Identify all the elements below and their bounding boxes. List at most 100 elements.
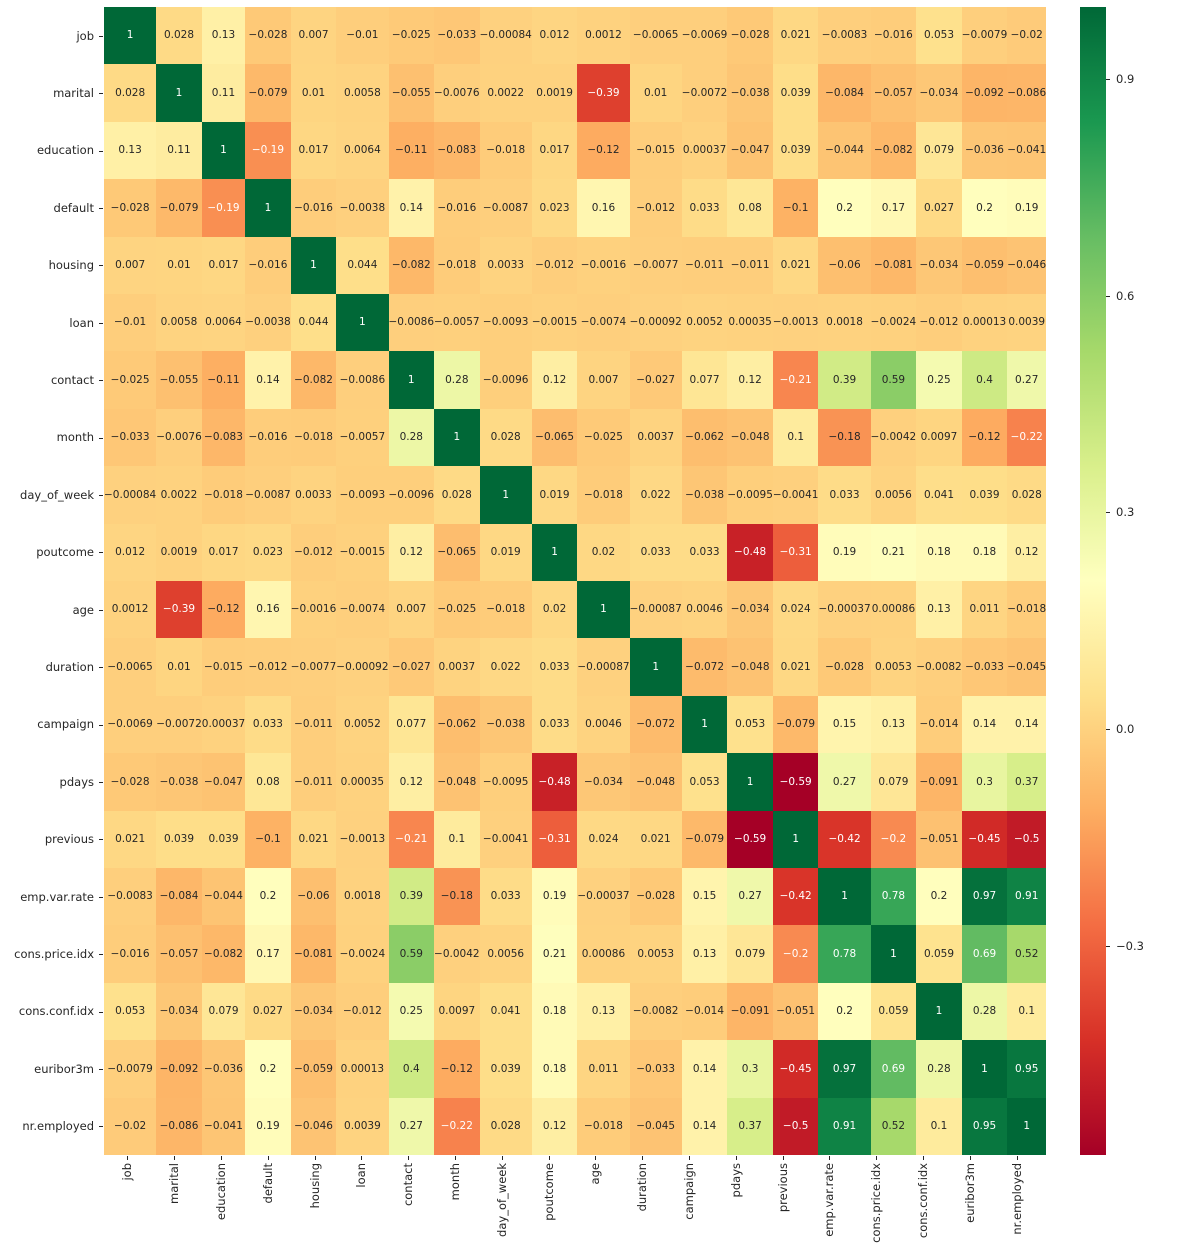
heatmap-cell: 0.059	[870, 982, 917, 1041]
heatmap-cell: −0.0013	[336, 810, 389, 868]
heatmap-cell: −0.038	[681, 466, 728, 524]
x-tick-label: pdays	[728, 1163, 743, 1198]
heatmap-cell: 0.0053	[870, 638, 917, 696]
heatmap-cell: −0.016	[245, 236, 291, 294]
heatmap-cell: −0.18	[818, 408, 871, 467]
heatmap-cell: 0.91	[1007, 868, 1047, 926]
heatmap-cell: −0.051	[772, 982, 819, 1041]
heatmap-cell: −0.0074	[577, 294, 630, 352]
heatmap-cell: 1	[336, 294, 389, 352]
heatmap-cell: −0.025	[434, 581, 480, 639]
heatmap-cell: −0.045	[629, 1097, 682, 1155]
colorbar-tick-label: 0.3	[1116, 505, 1135, 520]
heatmap-cell: 1	[104, 7, 157, 65]
y-tick-mark	[99, 609, 103, 611]
heatmap-cell: −0.091	[727, 982, 773, 1041]
colorbar-tick-label: 0.9	[1116, 72, 1135, 87]
heatmap-cell: 0.52	[1007, 925, 1047, 983]
heatmap-cell: −0.0095	[479, 753, 532, 811]
y-tick-mark	[99, 322, 103, 324]
x-tick-mark	[548, 1156, 550, 1160]
heatmap-cell: 0.78	[818, 925, 871, 983]
heatmap-cell: 0.02	[577, 523, 630, 581]
colorbar-tick-label: −0.3	[1116, 938, 1144, 953]
y-tick-mark	[99, 896, 103, 898]
heatmap-cell: −0.0072	[681, 64, 728, 122]
heatmap-cell: −0.034	[916, 64, 962, 122]
heatmap-cell: −0.033	[961, 638, 1008, 696]
colorbar-tick-label: 0.0	[1116, 722, 1135, 736]
heatmap-cell: 0.023	[531, 179, 578, 237]
heatmap-cell: 0.08	[245, 753, 291, 811]
heatmap-cell: −0.0038	[336, 179, 389, 237]
heatmap-cell: −0.00084	[479, 7, 532, 65]
heatmap-cell: 0.12	[727, 351, 773, 409]
heatmap-cell: 0.00086	[870, 581, 917, 639]
heatmap-cell: −0.044	[201, 868, 246, 926]
heatmap-cell: −0.028	[727, 7, 773, 65]
heatmap-cell: 0.01	[629, 64, 682, 122]
heatmap-cell: −0.02	[104, 1097, 157, 1155]
heatmap-cell: 0.0019	[156, 523, 202, 581]
heatmap-cell: 1	[727, 753, 773, 811]
heatmap-cell: −0.0069	[681, 7, 728, 65]
heatmap-cell: 0.08	[727, 179, 773, 237]
heatmap-cell: 0.039	[772, 64, 819, 122]
heatmap-cell: 0.007	[104, 236, 157, 294]
heatmap-cell: 0.12	[531, 351, 578, 409]
heatmap-cell: 0.17	[870, 179, 917, 237]
heatmap-cell: 0.13	[870, 695, 917, 754]
heatmap-cell: 0.27	[727, 868, 773, 926]
colorbar-tick-mark	[1106, 79, 1110, 81]
heatmap-cell: −0.22	[434, 1097, 480, 1155]
colorbar-tick-mark	[1106, 512, 1110, 514]
heatmap-cell: 1	[916, 982, 962, 1041]
heatmap-cell: −0.047	[201, 753, 246, 811]
heatmap-cell: 0.12	[531, 1097, 578, 1155]
heatmap-cell: −0.036	[201, 1040, 246, 1098]
heatmap-cell: −0.057	[870, 64, 917, 122]
x-tick-mark	[595, 1156, 597, 1160]
heatmap-cell: −0.0083	[104, 868, 157, 926]
heatmap-cell: −0.079	[681, 810, 728, 868]
x-tick-mark	[735, 1156, 737, 1160]
heatmap-cell: −0.016	[104, 925, 157, 983]
heatmap-cell: −0.59	[772, 753, 819, 811]
y-tick-label: duration	[45, 660, 94, 675]
heatmap-cell: −0.018	[290, 408, 337, 467]
colorbar-tick-label: 0.6	[1116, 288, 1135, 303]
heatmap-cell: −0.062	[434, 695, 480, 754]
heatmap-cell: −0.018	[479, 581, 532, 639]
heatmap-cell: 0.077	[681, 351, 728, 409]
heatmap-cell: −0.033	[629, 1040, 682, 1098]
heatmap-cell: 0.00086	[577, 925, 630, 983]
heatmap-cell: 0.0064	[201, 294, 246, 352]
heatmap-cell: −0.028	[104, 179, 157, 237]
heatmap-cell: −0.018	[201, 466, 246, 524]
heatmap-cell: −0.081	[290, 925, 337, 983]
heatmap-cell: 0.97	[961, 868, 1008, 926]
x-tick-mark	[221, 1156, 222, 1160]
x-tick-label: euribor3m	[962, 1163, 977, 1223]
y-tick-label: default	[53, 200, 94, 215]
heatmap-cell: 1	[245, 179, 291, 237]
heatmap-cell: 1	[388, 351, 435, 409]
heatmap-cell: −0.0013	[772, 294, 819, 352]
heatmap-cell: −0.082	[870, 121, 917, 180]
heatmap-cell: 1	[201, 121, 246, 180]
heatmap-cell: 0.95	[961, 1097, 1008, 1155]
heatmap-cell: −0.11	[201, 351, 246, 409]
heatmap-cell: −0.0096	[388, 466, 435, 524]
heatmap-cell: 0.14	[681, 1040, 728, 1098]
y-tick-mark	[99, 494, 103, 496]
heatmap-cell: −0.0057	[336, 408, 389, 467]
heatmap-cell: −0.31	[772, 523, 819, 581]
heatmap-cell: −0.0079	[104, 1040, 157, 1098]
y-tick-mark	[99, 667, 103, 669]
x-tick-label: poutcome	[541, 1163, 556, 1221]
y-tick-label: previous	[44, 832, 94, 847]
heatmap-cell: −0.033	[104, 408, 157, 467]
heatmap-cell: −0.015	[629, 121, 682, 180]
x-tick-mark	[923, 1156, 924, 1160]
